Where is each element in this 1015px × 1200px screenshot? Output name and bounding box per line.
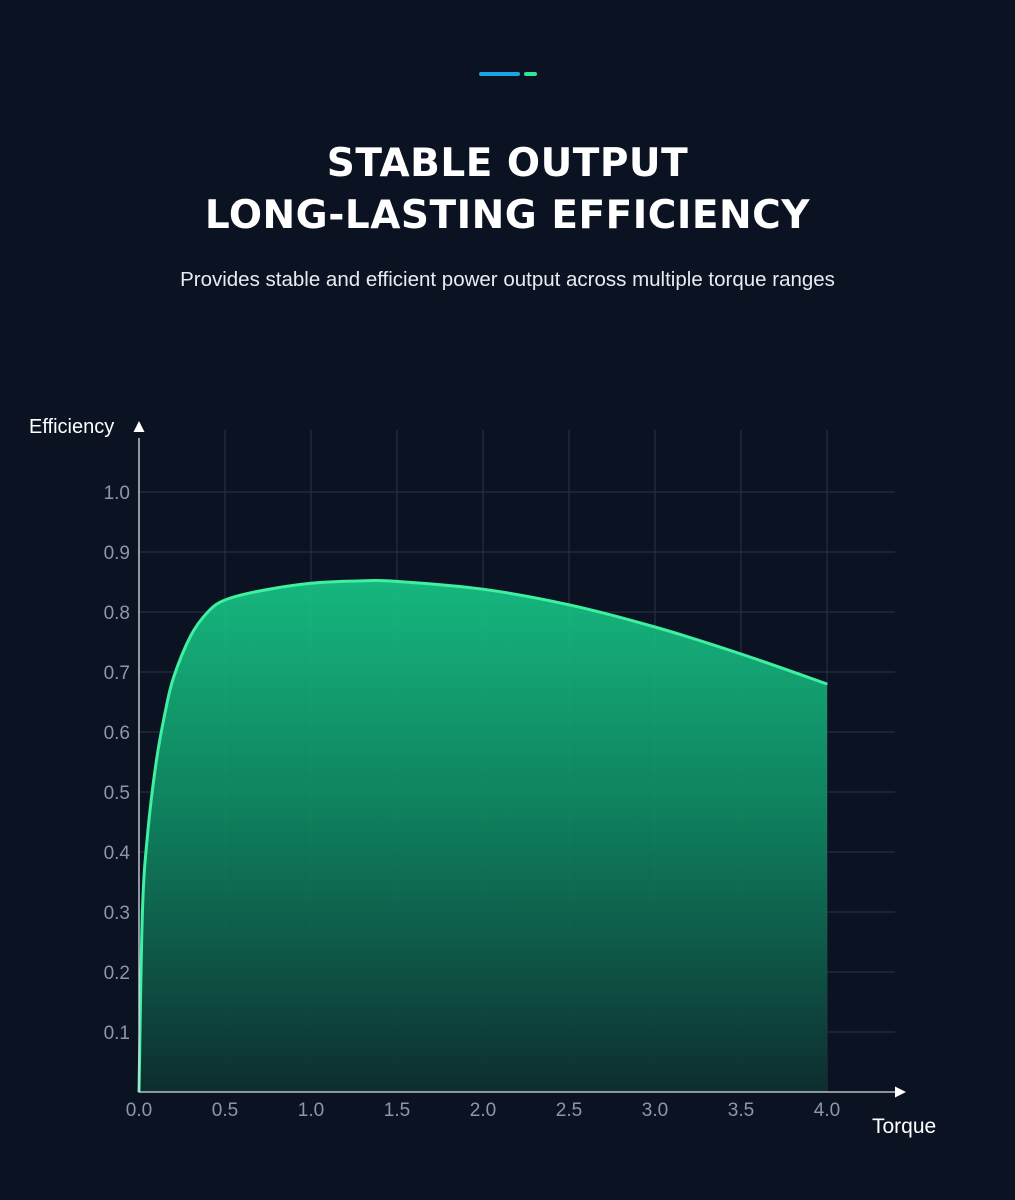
x-tick-label: 4.0 [814,1100,840,1121]
data-point [146,833,149,835]
page-subtitle: Provides stable and efficient power outp… [180,268,835,291]
x-tick-label: 3.0 [642,1100,668,1121]
data-point [207,611,209,613]
y-tick-label: 0.5 [104,783,130,804]
x-axis-arrow-icon [895,1086,906,1098]
accent-bar-blue [479,72,520,76]
x-axis-label: Torque [872,1115,936,1138]
x-tick-label: 0.5 [212,1100,238,1121]
y-tick-label: 0.8 [104,603,130,624]
x-tick-label: 2.0 [470,1100,496,1121]
y-axis-label: Efficiency [29,416,114,438]
data-point [654,626,656,628]
data-point [141,911,144,913]
data-point [310,582,312,584]
page-title: STABLE OUTPUT LONG-LASTING EFFICIENCY [0,138,1015,242]
y-tick-label: 1.0 [104,483,130,504]
x-tick-label: 1.5 [384,1100,410,1121]
x-tick-label: 1.0 [298,1100,324,1121]
accent-bar-green [524,72,537,76]
data-point [482,588,484,590]
efficiency-area-fill [139,580,827,1092]
efficiency-torque-chart: 0.0 0.5 1.0 1.5 2.0 2.5 3.0 3.5 4.0 0.1 0.2 0.3 0.4 0… [29,416,936,1138]
x-tick-label: 2.5 [556,1100,582,1121]
efficiency-curve [137,578,828,1093]
x-tick-label: 0.0 [126,1100,152,1121]
data-point [155,761,157,763]
y-tick-label: 0.6 [104,723,130,744]
y-tick-label: 0.4 [104,843,131,864]
title-line-2: LONG-LASTING EFFICIENCY [204,193,811,238]
data-point [189,635,192,637]
data-point [258,590,261,592]
y-tick-label: 0.7 [104,663,130,684]
y-tick-label: 0.1 [104,1023,130,1044]
y-tick-label: 0.2 [104,963,130,984]
data-point [224,599,226,601]
data-point [568,604,570,606]
y-tick-label: 0.9 [104,543,130,564]
y-tick-label: 0.3 [104,903,130,924]
y-axis-arrow-icon [133,421,145,432]
title-line-1: STABLE OUTPUT [326,141,689,186]
data-point [172,677,175,679]
data-point [826,683,828,685]
x-tick-label: 3.5 [728,1100,754,1121]
data-point [396,580,398,583]
data-point [164,713,166,715]
data-point [361,580,364,582]
data-point [740,653,742,655]
